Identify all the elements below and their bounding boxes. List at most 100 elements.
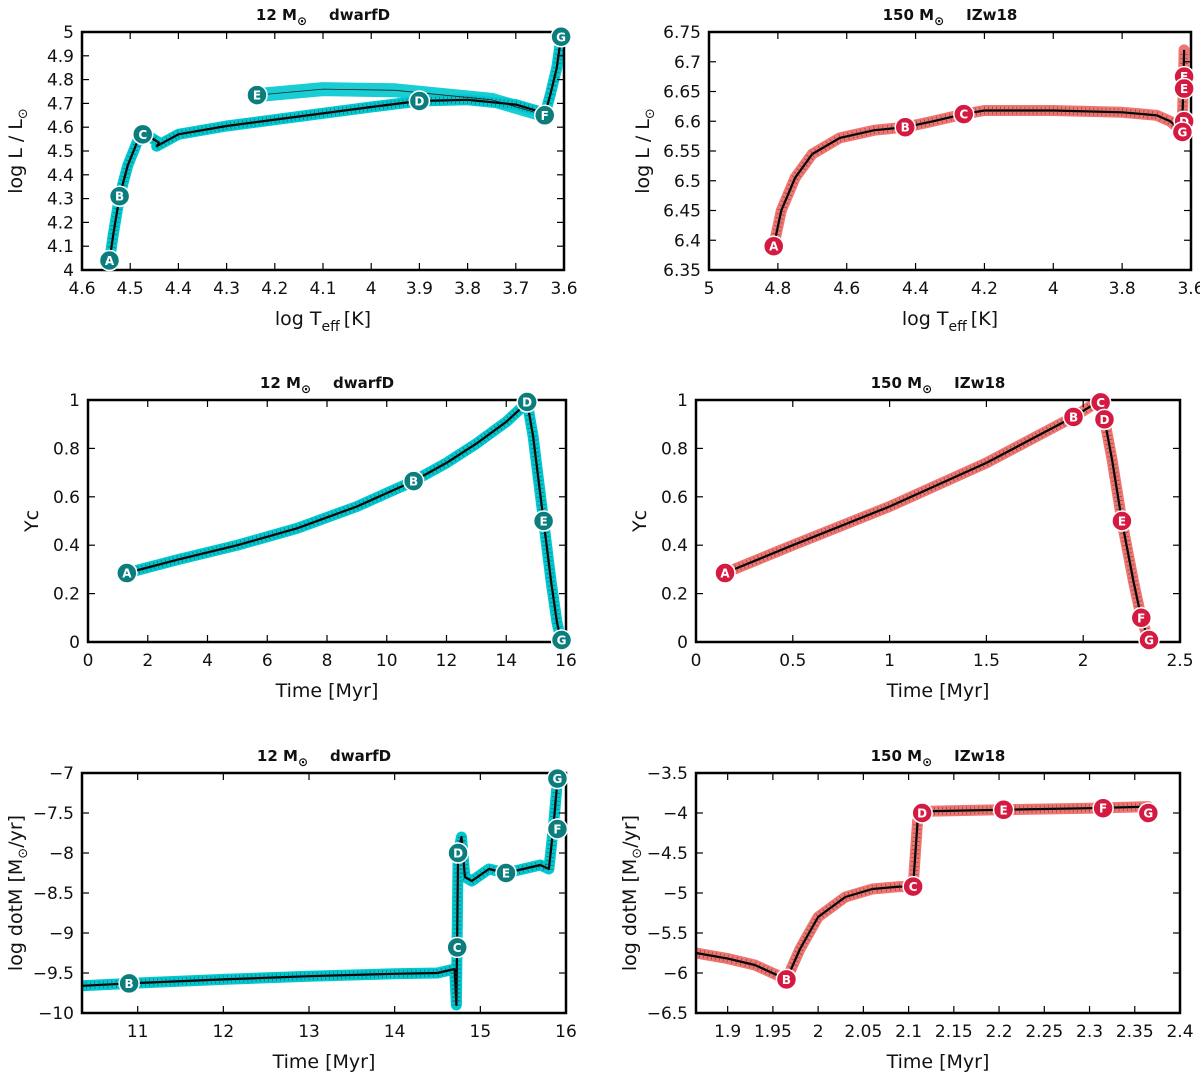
track-hatch (550, 808, 559, 810)
track-hatch (551, 70, 560, 74)
track-hatch (775, 547, 780, 556)
track-hatch (839, 522, 843, 530)
track-hatch (1045, 426, 1051, 435)
track-hatch (842, 132, 846, 141)
y-label-main: log L / L (5, 119, 27, 194)
track-hatch (392, 485, 397, 494)
x-tick-label: 4.6 (833, 279, 860, 299)
track-hatch (1112, 487, 1121, 490)
marker-label: C (138, 128, 147, 142)
track-hatch (491, 98, 493, 107)
track-hatch (330, 108, 332, 117)
track-hatch (204, 548, 207, 557)
track-hatch (871, 884, 874, 894)
y-tick-label: 6.45 (663, 202, 701, 222)
marker-E (532, 510, 555, 532)
track-hatch (517, 866, 521, 874)
track-hatch (869, 510, 873, 518)
track-hatch (176, 555, 179, 564)
track-hatch (824, 527, 829, 536)
track-hatch (858, 514, 862, 523)
track-hatch (831, 524, 836, 533)
y-tick-label: 0.8 (53, 439, 80, 459)
track-hatch (798, 943, 806, 948)
track-hatch (787, 542, 791, 551)
track-hatch (406, 98, 409, 107)
x-tick-label: 2 (813, 1022, 824, 1042)
title-solar-symbol: ⊙ (298, 755, 308, 769)
track-hatch (927, 118, 930, 127)
y-tick-label: −10 (38, 1004, 74, 1024)
chart-title: 12 M⊙ dwarfD (257, 747, 391, 769)
track-hatch (500, 420, 506, 428)
track-hatch (243, 539, 247, 547)
track-hatch (529, 439, 538, 442)
track-hatch (895, 499, 899, 507)
x-tick-label: 0.5 (779, 651, 806, 671)
track-hatch (1108, 459, 1117, 462)
marker-label: F (553, 823, 561, 837)
y-tick-label: 4.2 (47, 213, 74, 233)
track-hatch (533, 467, 542, 470)
marker-label: E (253, 89, 261, 103)
track-hatch (1104, 438, 1113, 441)
track-hatch (915, 120, 919, 129)
track-hatch (1056, 420, 1062, 429)
track-hatch (944, 114, 948, 123)
track-hatch (794, 950, 803, 955)
track-hatch (757, 555, 761, 563)
track-hatch (530, 447, 539, 450)
y-tick-label: 0.6 (661, 488, 688, 508)
marker-label: E (539, 515, 547, 529)
x-tick-label: 4 (366, 279, 377, 299)
track-hatch (181, 129, 184, 138)
track-hatch (466, 95, 469, 104)
track-hatch (812, 918, 820, 923)
chart-title: 12 M⊙ dwarfD (260, 374, 394, 396)
track-hatch (912, 840, 921, 843)
track-hatch (821, 143, 827, 151)
track-hatch (939, 479, 944, 487)
title-mass: 150 M (871, 747, 922, 765)
track-hatch (880, 505, 884, 514)
track-hatch (776, 213, 785, 216)
track-hatch (1167, 118, 1174, 125)
track-hatch (460, 872, 469, 874)
track-hatch (734, 564, 739, 573)
track-hatch (718, 953, 721, 962)
track-hatch (249, 118, 252, 127)
track-hatch (168, 134, 174, 142)
track-band (82, 775, 563, 1011)
track-hatch (803, 158, 811, 164)
track-hatch (334, 107, 336, 116)
track-hatch (233, 120, 236, 129)
x-tick-label: 4.6 (68, 279, 95, 299)
track-hatch (1105, 447, 1114, 450)
track-hatch (860, 129, 863, 138)
track-hatch (847, 891, 851, 900)
plot-area (121, 400, 566, 642)
track-hatch (546, 576, 555, 579)
track-hatch (290, 113, 292, 122)
x-tick-label: 12 (436, 651, 458, 671)
track-hatch (1128, 576, 1137, 579)
track-hatch (911, 845, 920, 847)
track-hatch (141, 564, 144, 573)
track-hatch (255, 535, 259, 544)
y-tick-label: −9 (49, 924, 74, 944)
x-tick-label: 1.95 (754, 1022, 792, 1042)
track-hatch (480, 435, 486, 443)
track-hatch (531, 451, 540, 454)
track-hatch (913, 828, 922, 830)
track-hatch (1113, 491, 1122, 494)
track-hatch (245, 119, 248, 128)
track-hatch (549, 597, 558, 599)
y-axis-label: Yc (629, 510, 651, 533)
track-band (696, 801, 1154, 985)
track-hatch (851, 131, 854, 139)
track-hatch (108, 242, 117, 244)
y-tick-label: −9.5 (33, 964, 74, 984)
track-hatch (217, 123, 220, 132)
marker-label: E (1118, 515, 1126, 529)
track-hatch (314, 110, 316, 119)
